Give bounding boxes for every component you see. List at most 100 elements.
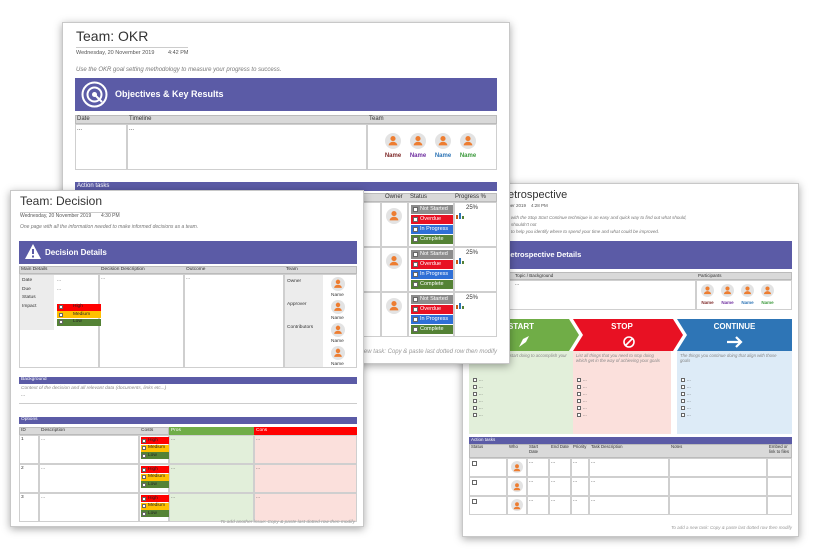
person-head (465, 136, 471, 142)
avatar (460, 133, 476, 149)
cost-label: High (148, 437, 158, 443)
table-cell (767, 496, 792, 515)
team-member-name: Name (331, 293, 344, 298)
progress-value: 25% (466, 295, 479, 301)
column-label: CONTINUE (713, 322, 756, 331)
section-bar (75, 182, 497, 191)
detail-label: Date (22, 278, 33, 283)
detail-value: ... (57, 278, 61, 283)
item-text: ... (479, 405, 483, 410)
participant-name: Name (721, 300, 734, 305)
hint: Context of the decision and all relevant… (21, 386, 167, 391)
progress-svg (456, 303, 464, 309)
description: Use the OKR goal setting methodology to … (76, 67, 282, 73)
checkbox (681, 406, 685, 410)
person-body (389, 261, 399, 266)
bar (462, 216, 464, 219)
checkbox (413, 272, 418, 277)
cell-text: ... (41, 495, 45, 500)
column-header: Pros (171, 428, 181, 433)
table-cell (571, 458, 589, 477)
checkbox (577, 392, 581, 396)
person-head (745, 286, 750, 291)
table-cell (99, 274, 184, 368)
table-cell (184, 274, 284, 368)
status-option (411, 235, 453, 244)
table-cell (39, 435, 139, 464)
warning-svg (25, 244, 41, 259)
avatar (741, 284, 754, 297)
cost-option (141, 510, 169, 517)
cell-text: ... (129, 126, 135, 132)
avatar (721, 284, 734, 297)
target-icon (81, 81, 108, 108)
person-body (513, 487, 521, 491)
status-label: In Progress (420, 316, 449, 322)
banner-title: Decision Details (45, 248, 107, 257)
footer-hint: To add another issue: Copy & paste last … (220, 520, 355, 525)
table-cell (549, 458, 571, 477)
item-text: ... (687, 384, 691, 389)
checkbox (473, 413, 477, 417)
checkbox (473, 392, 477, 396)
item-text: ... (687, 377, 691, 382)
column-header: Start Date (529, 444, 539, 454)
column-area (677, 351, 792, 434)
person-icon (388, 136, 398, 146)
table-cell (408, 202, 454, 247)
column-header: Date (77, 116, 90, 122)
bar (456, 260, 458, 264)
person-icon (763, 286, 772, 295)
cost-option (141, 437, 169, 444)
cell-text: ... (551, 478, 556, 484)
table-cell (19, 493, 39, 522)
avatar (331, 323, 345, 337)
status-option (411, 260, 453, 269)
checkbox (473, 385, 477, 389)
table-cell (454, 202, 497, 247)
progress-value: 25% (466, 205, 479, 211)
avatar (386, 298, 402, 314)
column-header: End Date (551, 444, 569, 449)
column-header: Progress % (455, 194, 487, 200)
cell-text: ... (171, 466, 175, 471)
avatar (511, 480, 523, 492)
person-head (415, 136, 421, 142)
cost-option (141, 452, 169, 459)
team-role: Owner (287, 279, 302, 284)
checkbox (413, 297, 418, 302)
table-cell (469, 458, 507, 477)
table-cell (454, 292, 497, 337)
table-cell (254, 435, 357, 464)
table-cell (527, 496, 549, 515)
column-header: Embed or link to files (769, 444, 790, 454)
cost-label: High (148, 495, 158, 501)
person-icon (334, 302, 342, 311)
person-head (440, 136, 446, 142)
column-header: Costs (141, 428, 154, 433)
table-cell (507, 477, 527, 496)
option-id: 1 (21, 437, 24, 442)
table-cell (254, 464, 357, 493)
table-cell (169, 493, 254, 522)
column-header: Status (471, 444, 484, 449)
status-label: In Progress (420, 271, 449, 277)
cost-label: Medium (148, 503, 166, 508)
avatar (385, 133, 401, 149)
banner (469, 241, 792, 269)
banner-title: Retrospective Details (505, 250, 582, 259)
cost-label: Low (148, 481, 157, 487)
section-rule (19, 403, 357, 404)
participant-name: Name (701, 300, 714, 305)
person-head (515, 483, 519, 488)
table-cell (589, 496, 669, 515)
table-cell (39, 493, 139, 522)
team-member-name: Name (331, 316, 344, 321)
person-body (334, 307, 342, 311)
checkbox (413, 207, 418, 212)
stop-icon (623, 336, 635, 348)
person-head (391, 211, 397, 217)
checkbox (142, 504, 146, 508)
person-icon (389, 256, 399, 266)
cell-text: ... (186, 276, 190, 281)
